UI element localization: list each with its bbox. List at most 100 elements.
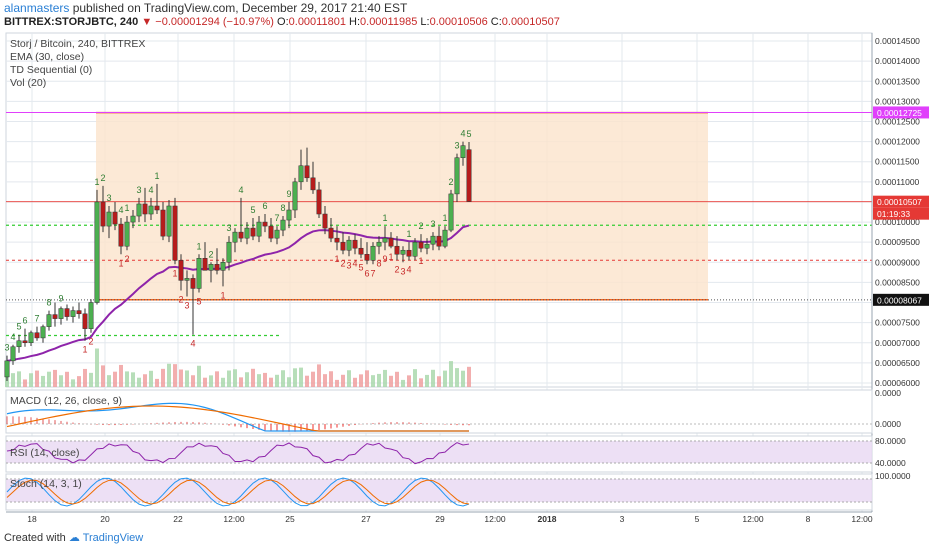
td-count-up: 4 — [238, 185, 243, 195]
candle-body — [412, 241, 418, 257]
volume-bar — [59, 375, 63, 387]
candle-body — [58, 308, 64, 319]
td-count-down: 2 — [340, 258, 345, 268]
candle-body — [148, 205, 154, 215]
candle-body — [304, 165, 310, 179]
volume-bar — [143, 374, 147, 387]
created-with-text: Created with — [4, 532, 66, 544]
candle-body — [136, 203, 142, 217]
ema-legend[interactable]: EMA (30, close) — [10, 51, 85, 63]
candle-body — [310, 177, 316, 191]
macd-legend[interactable]: MACD (12, 26, close, 9) — [10, 395, 123, 407]
stoch-legend[interactable]: Stoch (14, 3, 1) — [10, 478, 82, 490]
volume-bar — [257, 374, 261, 387]
candle-body — [406, 249, 412, 257]
vol-legend[interactable]: Vol (20) — [10, 77, 47, 89]
candle-body — [112, 211, 118, 225]
candle-body — [460, 145, 466, 158]
volume-bar — [407, 375, 411, 387]
price-label-box — [873, 106, 929, 119]
volume-bar — [221, 377, 225, 387]
td-legend[interactable]: TD Sequential (0) — [10, 64, 93, 76]
stoch-k-line — [6, 477, 470, 507]
td-count-up: 2 — [208, 249, 213, 259]
candle-body — [238, 231, 244, 239]
volume-bar — [437, 376, 441, 387]
price-label-text: 01:19:33 — [877, 209, 910, 219]
time-tick-label: 2018 — [538, 514, 557, 524]
rsi-legend[interactable]: RSI (14, close) — [10, 447, 80, 459]
volume-bar — [449, 361, 453, 387]
volume-bar — [293, 368, 297, 387]
volume-bar — [197, 365, 201, 387]
td-count-down: 1 — [220, 290, 225, 300]
volume-bar — [383, 369, 387, 387]
volume-bar — [395, 371, 399, 387]
price-tick-label: 0.00014500 — [875, 36, 920, 46]
candle-body — [130, 215, 136, 223]
candle-body — [46, 314, 52, 327]
price-tick-label: 0.00007500 — [875, 318, 920, 328]
volume-bar — [209, 375, 213, 387]
price-tick-label: 0.00009000 — [875, 257, 920, 267]
candle-body — [208, 264, 214, 271]
td-count-down: 1 — [118, 258, 123, 268]
chart-title-legend[interactable]: Storj / Bitcoin, 240, BITTREX — [10, 38, 146, 50]
volume-bar — [239, 377, 243, 387]
candle-body — [178, 260, 184, 281]
td-count-up: 2 — [100, 173, 105, 183]
candle-body — [226, 241, 232, 263]
change-value: ▼ −0.00001294 (−10.97%) — [141, 16, 274, 28]
td-count-up: 3 — [454, 141, 459, 151]
volume-bar — [461, 370, 465, 387]
time-tick-label: 12:00 — [742, 514, 764, 524]
candle-body — [250, 227, 256, 237]
volume-bar — [347, 370, 351, 387]
candle-body — [88, 302, 94, 329]
volume-bar — [227, 370, 231, 387]
volume-bar — [263, 372, 267, 387]
td-count-down: 2 — [88, 337, 93, 347]
volume-bar — [251, 368, 255, 387]
volume-bar — [317, 364, 321, 387]
candle-body — [298, 165, 304, 183]
candle-body — [370, 245, 376, 261]
rsi-tick-label: 80.0000 — [875, 436, 906, 446]
candle-body — [382, 237, 388, 243]
volume-bar — [419, 378, 423, 387]
stoch-d-line — [6, 479, 470, 505]
candle-body — [358, 247, 364, 255]
time-tick-label: 29 — [435, 514, 445, 524]
candle-body — [22, 340, 28, 344]
td-count-up: 2 — [448, 177, 453, 187]
candle-body — [334, 237, 340, 243]
tradingview-link[interactable]: TradingView — [82, 532, 144, 544]
price-tick-label: 0.00006500 — [875, 358, 920, 368]
volume-bar — [431, 369, 435, 387]
open-value: 0.00011801 — [288, 16, 346, 28]
volume-bar — [281, 370, 285, 387]
volume-bar — [5, 376, 9, 387]
td-count-down: 1 — [388, 252, 393, 262]
author-link[interactable]: alanmasters — [4, 1, 70, 15]
price-label-box — [873, 293, 929, 306]
td-count-up: 1 — [154, 171, 159, 181]
td-count-up: 1 — [196, 241, 201, 251]
td-count-down: 8 — [376, 258, 381, 268]
candle-body — [202, 258, 208, 271]
volume-bar — [401, 379, 405, 387]
candle-body — [328, 227, 334, 239]
candle-body — [286, 209, 292, 221]
stoch-tick-label: 100.0000 — [875, 471, 911, 481]
candle-body — [40, 326, 46, 339]
candle-body — [454, 157, 460, 195]
volume-bar — [155, 378, 159, 387]
volume-bar — [287, 377, 291, 387]
price-tick-label: 0.00011500 — [875, 157, 920, 167]
volume-bar — [329, 371, 333, 387]
candle-body — [352, 239, 358, 249]
candle-body — [268, 225, 274, 239]
candle-body — [388, 237, 394, 247]
td-count-up: 4 — [148, 185, 153, 195]
volume-bar — [23, 379, 27, 387]
